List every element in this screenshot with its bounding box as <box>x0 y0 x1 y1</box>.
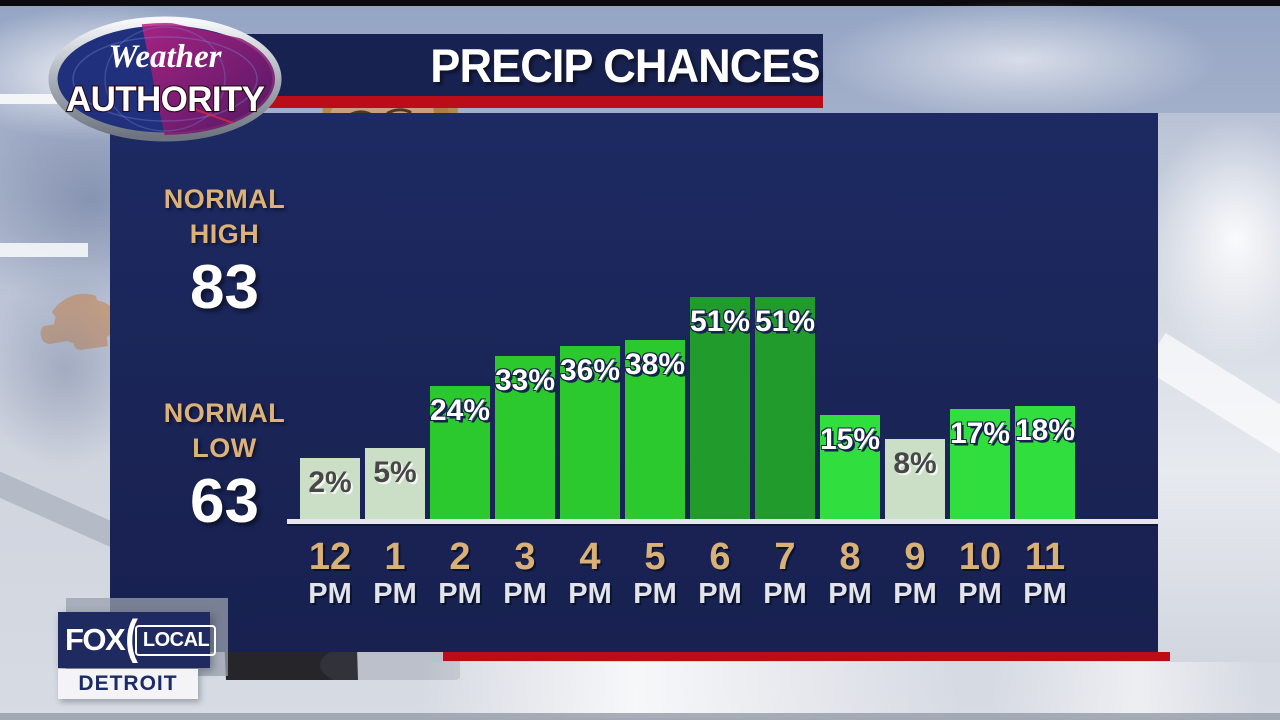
x-axis-hour: 6 <box>709 536 731 578</box>
fox-local-logo: FOX ( LOCAL DETROIT <box>58 611 217 699</box>
bar-value-label: 8% <box>893 447 937 480</box>
x-axis-label: 4 PM <box>560 538 620 609</box>
weather-authority-word-authority: AUTHORITY <box>66 80 265 119</box>
bar-value-label: 24% <box>430 394 491 427</box>
bar-value-label: 38% <box>625 348 686 381</box>
studio-floor-highlight <box>420 662 960 718</box>
normal-high-label-line1: NORMAL <box>163 184 286 214</box>
normal-high-value: 83 <box>190 253 259 323</box>
bar-11-pm: 18% <box>1015 406 1075 519</box>
fox-network-wordmark: FOX <box>65 622 126 657</box>
x-axis-label: 2 PM <box>430 538 490 609</box>
x-axis-meridiem: PM <box>438 578 482 610</box>
bar-10-pm: 17% <box>950 409 1010 519</box>
bar-value-label: 18% <box>1015 414 1076 447</box>
x-axis-hour: 8 <box>839 536 861 578</box>
normal-low-stat: NORMAL LOW 63 <box>132 396 317 534</box>
fox-market-label: DETROIT <box>58 669 198 699</box>
x-axis-hour: 12 <box>308 536 352 578</box>
page-title: PRECIP CHANCES <box>430 39 820 92</box>
x-axis-meridiem: PM <box>828 578 872 610</box>
x-axis-meridiem: PM <box>503 578 547 610</box>
x-axis-meridiem: PM <box>568 578 612 610</box>
x-axis-meridiem: PM <box>958 578 1002 610</box>
chart-baseline <box>287 519 1158 524</box>
x-axis-meridiem: PM <box>893 578 937 610</box>
bar-3-pm: 33% <box>495 356 555 519</box>
x-axis-label: 1 PM <box>365 538 425 609</box>
studio-wall-stripe <box>0 243 88 257</box>
weather-authority-logo: Weather AUTHORITY <box>48 16 282 142</box>
weather-authority-word-weather: Weather <box>108 39 222 75</box>
x-axis-label: 11 PM <box>1015 538 1075 609</box>
x-axis-hour: 11 <box>1024 536 1066 578</box>
x-axis-label: 12 PM <box>300 538 360 609</box>
x-axis-meridiem: PM <box>763 578 807 610</box>
x-axis-label: 9 PM <box>885 538 945 609</box>
x-axis-hour: 7 <box>774 536 796 578</box>
x-axis-meridiem: PM <box>633 578 677 610</box>
bar-value-label: 17% <box>950 417 1011 450</box>
bar-5-pm: 38% <box>625 340 685 519</box>
bar-value-label: 33% <box>495 364 556 397</box>
studio-floor-edge <box>0 713 1280 720</box>
x-axis-label: 5 PM <box>625 538 685 609</box>
x-axis-hour: 9 <box>904 536 926 578</box>
normal-low-value: 63 <box>190 467 259 537</box>
bar-6-pm: 51% <box>690 297 750 519</box>
x-axis-label: 6 PM <box>690 538 750 609</box>
bar-12-pm: 2% <box>300 458 360 519</box>
bar-2-pm: 24% <box>430 386 490 519</box>
x-axis-label: 7 PM <box>755 538 815 609</box>
bar-value-label: 15% <box>820 423 881 456</box>
normal-high-label-line2: HIGH <box>189 219 260 250</box>
title-banner-red-stripe <box>230 96 823 108</box>
studio-floor-highlight <box>990 662 1260 718</box>
x-axis-meridiem: PM <box>698 578 742 610</box>
normal-low-label-line2: LOW <box>192 433 257 464</box>
bar-1-pm: 5% <box>365 448 425 519</box>
x-axis-meridiem: PM <box>308 578 352 610</box>
top-letterbox-bar <box>0 0 1280 6</box>
bar-8-pm: 15% <box>820 415 880 519</box>
fox-local-wordmark: LOCAL <box>134 624 217 656</box>
x-axis-label: 8 PM <box>820 538 880 609</box>
x-axis-hour: 2 <box>449 536 471 578</box>
fox-local-logo-top: FOX ( LOCAL <box>58 611 217 668</box>
chart-panel-red-stripe <box>443 652 1170 661</box>
bar-4-pm: 36% <box>560 346 620 519</box>
x-axis-hour: 5 <box>644 536 666 578</box>
bar-value-label: 5% <box>373 456 417 489</box>
bar-9-pm: 8% <box>885 439 945 519</box>
fox-paren-glyph: ( <box>125 611 138 664</box>
bar-value-label: 2% <box>308 466 352 499</box>
studio-wall-stripe <box>0 94 57 104</box>
x-axis-label: 3 PM <box>495 538 555 609</box>
bar-value-label: 36% <box>560 354 621 387</box>
x-axis-meridiem: PM <box>1023 578 1067 610</box>
x-axis-label: 10 PM <box>950 538 1010 609</box>
x-axis-meridiem: PM <box>373 578 417 610</box>
title-banner <box>240 34 823 96</box>
normal-high-stat: NORMAL HIGH 83 <box>132 182 317 320</box>
bar-value-label: 51% <box>690 305 751 338</box>
x-axis-hour: 1 <box>384 536 406 578</box>
x-axis-hour: 4 <box>579 536 601 578</box>
x-axis-hour: 10 <box>958 536 1002 578</box>
x-axis-hour: 3 <box>514 536 536 578</box>
bar-value-label: 51% <box>755 305 816 338</box>
bar-7-pm: 51% <box>755 297 815 519</box>
normal-low-label-line1: NORMAL <box>163 398 286 428</box>
